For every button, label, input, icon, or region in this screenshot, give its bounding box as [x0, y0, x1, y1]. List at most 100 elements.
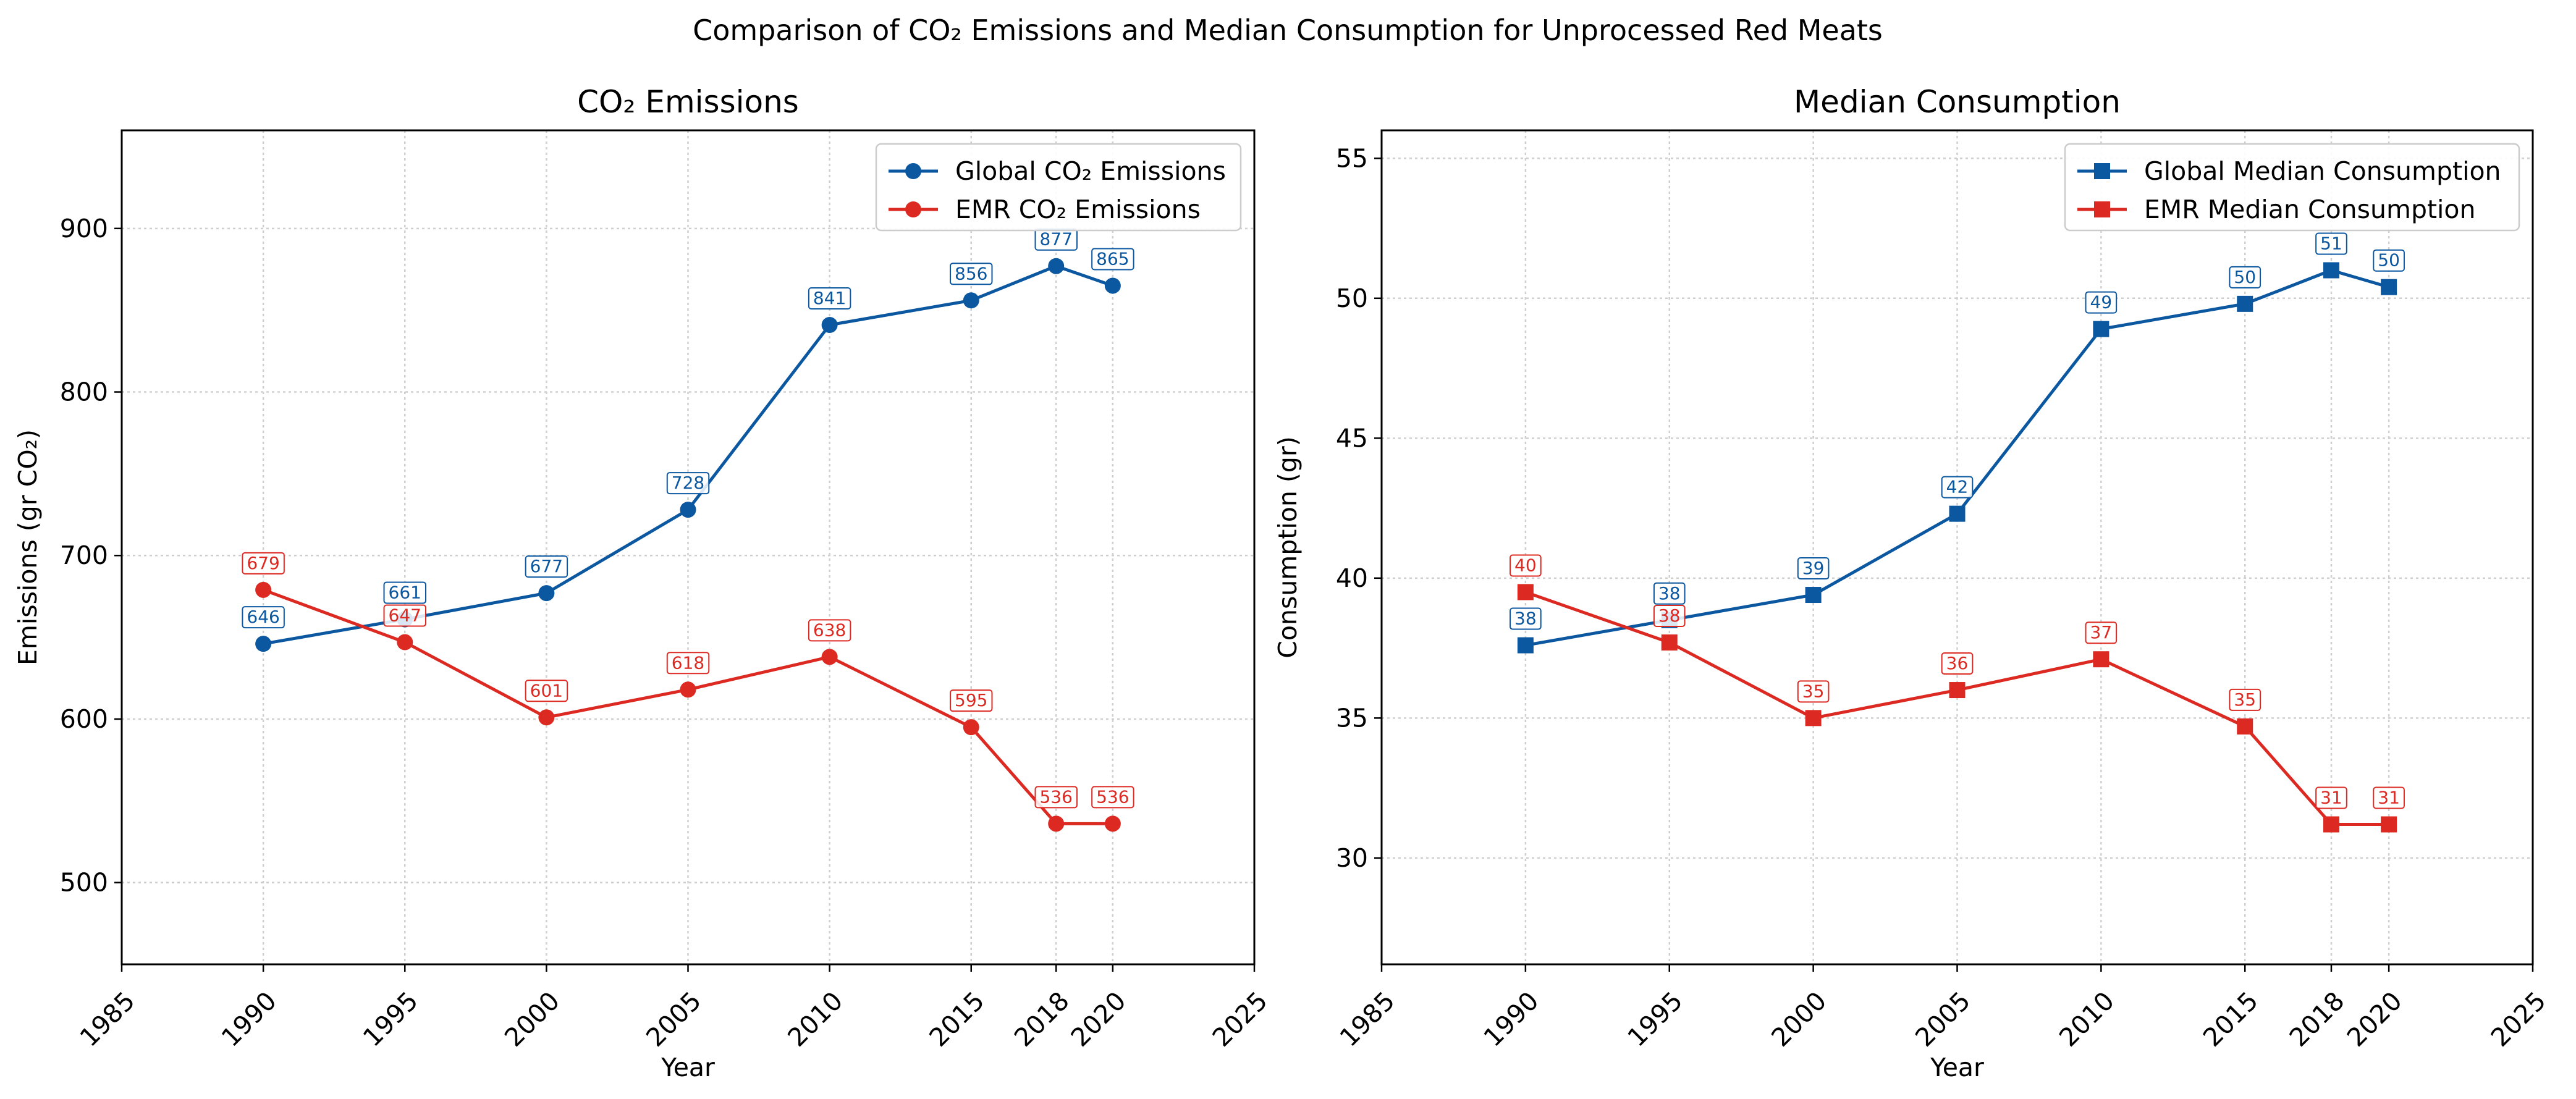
data-point: [2381, 816, 2397, 833]
data-label-text: 31: [2378, 787, 2400, 807]
x-tick-label: 1985: [74, 986, 141, 1053]
data-label-text: 841: [813, 288, 846, 308]
data-label-box: [1653, 582, 1686, 605]
legend-label: Global CO₂ Emissions: [955, 156, 1226, 186]
data-label-text: 646: [247, 607, 279, 627]
data-label-box: [950, 689, 993, 712]
data-label: 35: [2229, 688, 2261, 711]
y-tick-label: 40: [1336, 563, 1368, 593]
data-label-text: 647: [389, 605, 421, 626]
data-point: [2237, 295, 2253, 312]
legend-label: Global Median Consumption: [2144, 156, 2501, 186]
data-label-text: 638: [813, 620, 846, 640]
data-point: [1805, 587, 1822, 604]
data-label-text: 37: [2090, 622, 2113, 642]
data-point: [1048, 815, 1065, 832]
data-label-text: 51: [2320, 234, 2342, 254]
data-label-text: 50: [2378, 250, 2400, 271]
data-label-box: [2373, 249, 2405, 272]
chart-panel-1: 646 661 677 728 841 856 877 865 679 647 601 618 638 5…: [13, 84, 1273, 1082]
x-tick-label: 1995: [357, 986, 424, 1053]
data-point: [680, 502, 696, 518]
data-label: 50: [2373, 249, 2405, 272]
data-label-box: [2229, 688, 2261, 711]
data-point: [1517, 584, 1534, 600]
data-label-box: [1091, 786, 1134, 809]
data-label: 38: [1510, 607, 1542, 630]
data-label: 31: [2373, 786, 2405, 809]
data-label-text: 40: [1514, 555, 1537, 575]
x-tick-label: 1985: [1334, 986, 1401, 1053]
data-label-box: [2373, 786, 2405, 809]
data-label-text: 38: [1658, 605, 1681, 626]
data-point: [255, 636, 272, 652]
data-label-box: [525, 555, 568, 578]
data-label-text: 536: [1039, 786, 1072, 807]
data-label-box: [666, 652, 710, 675]
data-label-text: 865: [1096, 248, 1129, 269]
x-tick-label: 1990: [1478, 986, 1545, 1053]
data-label-box: [1034, 786, 1078, 809]
data-point: [1805, 710, 1822, 726]
data-label: 39: [1797, 557, 1830, 580]
data-point: [2323, 262, 2339, 279]
legend-marker: [2094, 163, 2110, 179]
data-label: 38: [1653, 582, 1686, 605]
data-point: [1517, 637, 1534, 654]
data-label: 618: [666, 652, 710, 675]
data-label-box: [1091, 248, 1134, 271]
data-label-text: 31: [2320, 787, 2342, 807]
y-tick-label: 55: [1336, 143, 1368, 173]
data-point: [1949, 505, 1966, 522]
data-point: [1048, 258, 1065, 274]
data-label-box: [2315, 232, 2347, 255]
data-label-text: 856: [955, 263, 987, 284]
data-label: 38: [1653, 605, 1686, 628]
y-tick-label: 35: [1336, 703, 1368, 733]
data-label: 35: [1797, 680, 1830, 703]
data-label: 646: [242, 606, 285, 629]
data-point: [1104, 277, 1121, 294]
data-label-box: [383, 581, 426, 604]
data-label: 865: [1091, 248, 1134, 271]
data-label: 728: [666, 472, 710, 495]
data-label-text: 38: [1658, 583, 1681, 604]
x-tick-label: 2010: [782, 986, 849, 1053]
data-point: [821, 649, 838, 665]
data-label-text: 728: [672, 473, 704, 493]
y-axis-label: Consumption (gr): [1273, 436, 1303, 658]
data-label: 536: [1091, 786, 1134, 809]
data-label: 601: [525, 680, 568, 702]
data-label: 647: [383, 604, 426, 627]
data-label-box: [2315, 786, 2347, 809]
y-tick-label: 600: [60, 704, 108, 734]
data-point: [2237, 718, 2253, 735]
y-tick-label: 800: [60, 377, 108, 407]
data-label-box: [808, 287, 851, 309]
data-label-box: [1653, 605, 1686, 628]
legend-marker: [905, 163, 921, 179]
data-label: 638: [808, 619, 851, 642]
data-label: 51: [2315, 232, 2347, 255]
data-point: [538, 709, 555, 726]
data-label-box: [2229, 266, 2261, 288]
data-label: 50: [2229, 266, 2261, 288]
data-label-box: [1510, 554, 1542, 577]
data-label-text: 595: [955, 690, 987, 710]
y-tick-label: 900: [60, 214, 108, 243]
figure-title: Comparison of CO₂ Emissions and Median C…: [693, 14, 1883, 47]
y-tick-label: 500: [60, 868, 108, 898]
x-tick-label: 2005: [1909, 986, 1976, 1053]
data-label-box: [242, 552, 285, 575]
legend: Global CO₂ Emissions EMR CO₂ Emissions: [875, 143, 1242, 232]
data-point: [255, 581, 272, 598]
y-tick-label: 30: [1336, 843, 1368, 873]
data-point: [2381, 279, 2397, 295]
data-point: [1949, 682, 1966, 699]
y-tick-label: 45: [1336, 423, 1368, 453]
data-label-box: [1941, 652, 1974, 675]
data-point: [397, 634, 413, 651]
x-axis-label: Year: [661, 1053, 715, 1082]
data-label: 37: [2085, 621, 2118, 644]
